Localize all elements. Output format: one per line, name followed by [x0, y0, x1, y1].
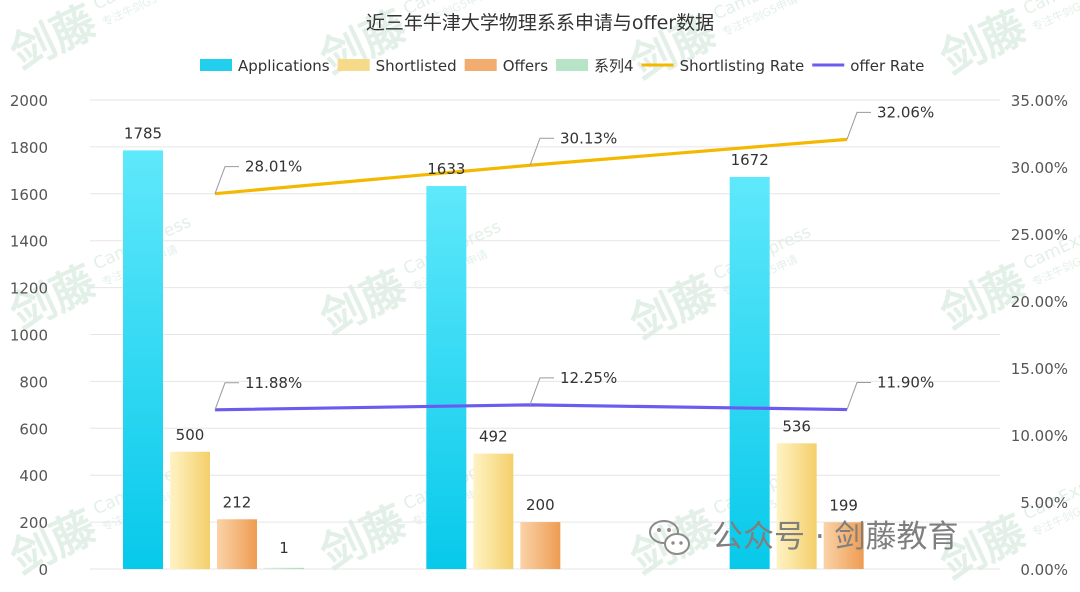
legend-label: Shortlisted: [376, 57, 457, 75]
watermark-text: 剑藤: [3, 502, 104, 585]
legend-label: offer Rate: [850, 57, 924, 75]
bar: [264, 567, 304, 569]
left-tick-label: 200: [19, 514, 48, 532]
bar: [729, 176, 770, 569]
bar-value-label: 1785: [124, 124, 162, 142]
left-axis: 0 200 400 600 800 1000 1200 1400 1600 1800 2000: [10, 92, 48, 579]
leader-line: [846, 382, 871, 410]
bar-value-label: 536: [782, 417, 811, 435]
right-tick-label: 25.00%: [1011, 226, 1068, 244]
watermark-text: 剑藤: [3, 0, 104, 80]
line-value-label: 11.90%: [877, 374, 934, 392]
bar-value-label: 200: [526, 496, 555, 514]
bar: [123, 150, 163, 570]
left-tick-label: 800: [19, 373, 48, 391]
bar-value-label: 1672: [731, 151, 769, 169]
bar: [170, 451, 210, 569]
left-tick-label: 0: [38, 561, 48, 579]
legend-swatch: [200, 59, 232, 71]
left-tick-label: 1600: [10, 186, 48, 204]
bar-series: [123, 150, 864, 570]
bar: [426, 186, 467, 569]
legend-label: Shortlisting Rate: [680, 57, 805, 75]
bar-value-label: 199: [829, 496, 858, 514]
leader-line: [214, 382, 239, 410]
legend-swatch: [556, 59, 589, 71]
leader-line: [846, 111, 871, 140]
right-tick-label: 5.00%: [1020, 494, 1068, 512]
legend-item: Offers: [464, 57, 549, 75]
legend-label: Offers: [503, 57, 549, 75]
left-tick-label: 1200: [10, 280, 48, 298]
right-tick-label: 0.00%: [1020, 561, 1068, 579]
legend-label: Applications: [238, 57, 330, 75]
line-value-label: 11.88%: [245, 374, 302, 392]
watermark-text: 剑藤: [623, 267, 724, 350]
right-tick-label: 20.00%: [1011, 293, 1068, 311]
right-tick-label: 10.00%: [1011, 427, 1068, 445]
right-axis: 0.00% 5.00% 10.00% 15.00% 20.00% 25.00% 30.00%…: [1011, 92, 1068, 579]
left-tick-label: 1800: [10, 139, 48, 157]
legend-item: Applications: [200, 57, 330, 75]
left-tick-label: 600: [19, 420, 48, 438]
line-value-label: 30.13%: [560, 129, 617, 147]
legend-item: Shortlisted: [337, 57, 457, 75]
bar: [217, 519, 257, 569]
bar: [823, 522, 864, 569]
wechat-badge: 公众号 · 剑藤教育: [649, 519, 959, 555]
bar-value-label: 212: [223, 493, 252, 511]
bar-value-label: 492: [479, 428, 508, 446]
legend-swatch: [337, 59, 370, 71]
legend-item: 系列4: [556, 57, 634, 75]
chart-legend: Applications Shortlisted Offers 系列4 Shortlis…: [200, 57, 924, 75]
right-tick-label: 15.00%: [1011, 360, 1068, 378]
legend-swatch: [464, 59, 497, 71]
leader-line: [529, 137, 554, 166]
wechat-icon: [649, 520, 690, 555]
leader-line: [529, 377, 554, 406]
leader-line: [214, 166, 239, 194]
legend-item: Shortlisting Rate: [641, 57, 805, 75]
left-tick-label: 2000: [10, 92, 48, 110]
right-tick-label: 30.00%: [1011, 159, 1068, 177]
watermark-text: 剑藤: [313, 497, 414, 580]
line-value-label: 12.25%: [560, 369, 617, 387]
bar: [473, 453, 514, 569]
wechat-badge-text: 公众号 · 剑藤教育: [712, 519, 959, 555]
legend-label: 系列4: [594, 57, 634, 75]
bar: [520, 522, 561, 569]
bar: [776, 443, 817, 569]
left-tick-label: 1000: [10, 327, 48, 345]
watermark-text: 剑藤: [933, 2, 1034, 85]
chart-title: 近三年牛津大学物理系系申请与offer数据: [366, 12, 714, 34]
bar-value-label: 1633: [427, 160, 465, 178]
bar-value-label: 1: [279, 539, 289, 557]
legend-item: offer Rate: [812, 57, 924, 75]
watermark-text: 剑藤: [313, 262, 414, 345]
data-labels: 1785 1633 1672 500 492 536 212 200 199 1 28.01% 30.…: [124, 103, 934, 557]
bar-value-label: 500: [176, 426, 205, 444]
line-value-label: 32.06%: [877, 103, 934, 121]
right-tick-label: 35.00%: [1011, 92, 1068, 110]
left-tick-label: 1400: [10, 233, 48, 251]
left-tick-label: 400: [19, 467, 48, 485]
line-value-label: 28.01%: [245, 158, 302, 176]
